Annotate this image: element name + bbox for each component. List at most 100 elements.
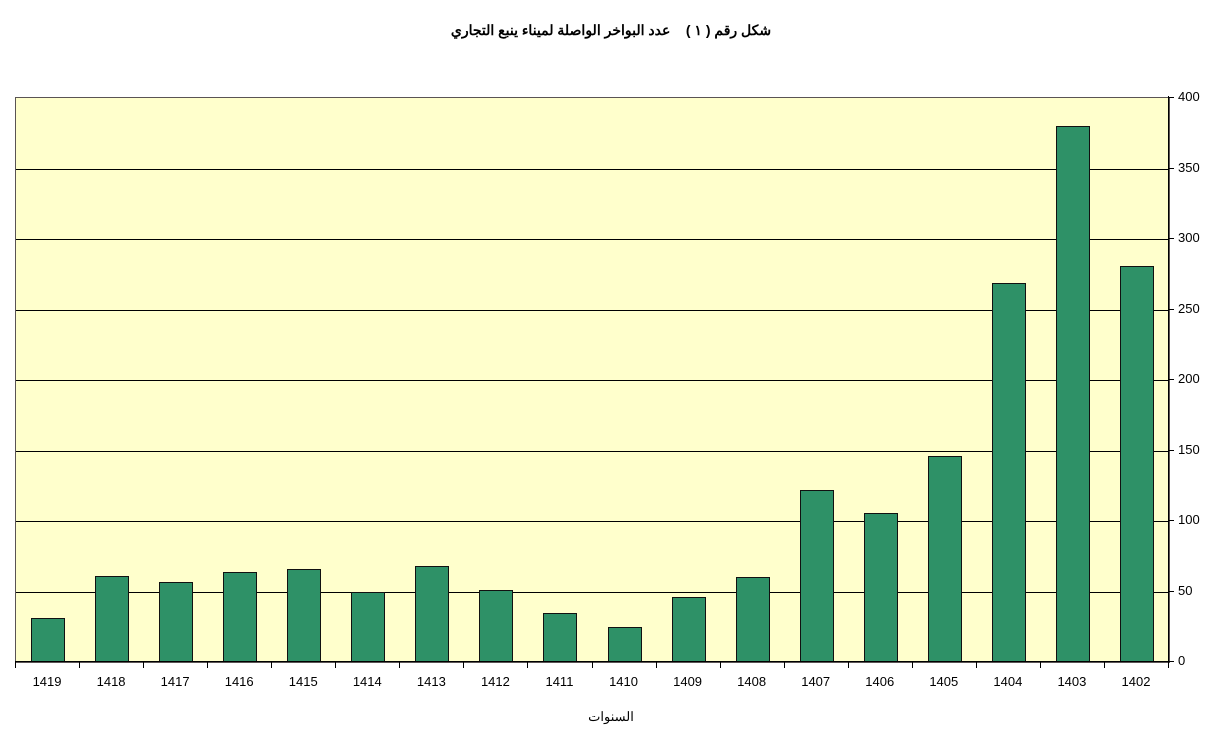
- gridline: [16, 168, 1169, 170]
- x-axis-tick: [463, 661, 465, 668]
- x-axis-label: 1406: [865, 674, 895, 689]
- bar[interactable]: [479, 590, 514, 662]
- bar-slot: [464, 98, 528, 662]
- x-axis-tick: [1168, 661, 1169, 668]
- x-axis-label: 1409: [673, 674, 703, 689]
- y-axis-tick: [1168, 661, 1174, 662]
- y-axis-tick: [1168, 238, 1174, 239]
- bar[interactable]: [927, 456, 962, 662]
- bar-slot: [1041, 98, 1105, 662]
- gridline: [16, 380, 1169, 381]
- y-axis-label: 50: [1178, 582, 1193, 598]
- chart-title: شكل رقم ( ١ ) عدد البواخر الواصلة لميناء…: [450, 22, 772, 38]
- y-axis-tick: [1168, 308, 1174, 310]
- x-axis-title: السنوات: [588, 709, 634, 724]
- bar[interactable]: [1055, 126, 1090, 662]
- bar-slot: [144, 98, 208, 662]
- y-axis-tick: [1168, 97, 1174, 98]
- y-axis-label: 150: [1178, 441, 1200, 457]
- x-axis-tick: [335, 661, 337, 668]
- bars-layer: [16, 98, 1169, 662]
- x-axis-label: 1413: [416, 674, 446, 689]
- x-axis-label: 1418: [96, 674, 126, 689]
- y-axis-tick: [1168, 520, 1174, 521]
- x-axis-tick: [655, 661, 657, 668]
- bar-slot: [913, 98, 977, 662]
- y-axis-label: 300: [1178, 230, 1200, 245]
- y-axis-label: 100: [1178, 512, 1200, 527]
- bar[interactable]: [543, 612, 578, 662]
- bar[interactable]: [287, 568, 322, 662]
- bar-slot: [977, 98, 1041, 662]
- bar[interactable]: [351, 591, 386, 662]
- bar[interactable]: [31, 618, 66, 662]
- x-axis-tick: [15, 661, 16, 668]
- plot-area: [15, 97, 1170, 663]
- x-axis-tick: [527, 661, 529, 668]
- bar-slot: [849, 98, 913, 662]
- bar[interactable]: [671, 597, 706, 662]
- bar-slot: [16, 98, 80, 662]
- x-axis-tick: [847, 661, 849, 668]
- x-axis-tick: [207, 661, 209, 668]
- bar[interactable]: [223, 571, 258, 662]
- bar-slot: [272, 98, 336, 662]
- bar-slot: [721, 98, 785, 662]
- x-axis-label: 1419: [32, 674, 62, 689]
- x-axis-label: 1404: [993, 674, 1023, 689]
- y-axis-label: 400: [1178, 89, 1200, 104]
- bar[interactable]: [415, 566, 450, 662]
- bar-slot: [208, 98, 272, 662]
- bar-slot: [657, 98, 721, 662]
- x-axis-label: 1417: [160, 674, 190, 689]
- y-axis-label: 250: [1178, 300, 1200, 316]
- x-axis-tick: [1039, 661, 1041, 668]
- x-axis-tick: [1103, 661, 1105, 668]
- bar[interactable]: [863, 512, 898, 662]
- x-axis-label: 1408: [737, 674, 767, 689]
- x-axis-label: 1412: [480, 674, 510, 689]
- bar[interactable]: [159, 581, 194, 662]
- bar-slot: [336, 98, 400, 662]
- x-axis-label: 1411: [545, 674, 574, 689]
- bar[interactable]: [991, 282, 1026, 662]
- x-axis-tick: [399, 661, 401, 668]
- x-axis-tick: [591, 661, 593, 668]
- gridline: [16, 521, 1169, 522]
- gridline: [16, 309, 1169, 311]
- bar-slot: [593, 98, 657, 662]
- y-axis-label: 0: [1178, 653, 1186, 668]
- x-axis-label: 1410: [609, 674, 638, 689]
- y-axis-label: 200: [1178, 371, 1200, 386]
- x-axis-tick: [975, 661, 977, 668]
- y-axis-label: 350: [1178, 159, 1200, 175]
- y-axis-tick: [1168, 379, 1174, 380]
- bar[interactable]: [95, 576, 130, 662]
- x-axis-tick: [79, 661, 81, 668]
- x-axis-label: 1414: [352, 674, 382, 689]
- x-axis-label: 1416: [224, 674, 254, 689]
- x-axis-tick: [143, 661, 145, 668]
- bar-slot: [80, 98, 144, 662]
- x-axis-label: 1405: [929, 674, 959, 689]
- bar-slot: [400, 98, 464, 662]
- x-axis-label: 1415: [288, 674, 318, 689]
- bar[interactable]: [607, 626, 642, 662]
- x-axis-tick: [271, 661, 273, 668]
- bar[interactable]: [1119, 265, 1154, 662]
- bar[interactable]: [799, 489, 834, 662]
- gridline: [16, 239, 1169, 240]
- bar[interactable]: [735, 577, 770, 662]
- x-axis-tick: [911, 661, 913, 668]
- bar-slot: [785, 98, 849, 662]
- gridline: [16, 591, 1169, 593]
- x-axis-tick: [719, 661, 721, 668]
- x-axis-label: 1402: [1121, 674, 1151, 689]
- x-axis-label: 1403: [1057, 674, 1087, 689]
- y-axis-tick: [1168, 590, 1174, 592]
- gridline: [16, 450, 1169, 452]
- bar-slot: [528, 98, 592, 662]
- x-axis-label: 1407: [801, 674, 831, 689]
- bar-slot: [1105, 98, 1169, 662]
